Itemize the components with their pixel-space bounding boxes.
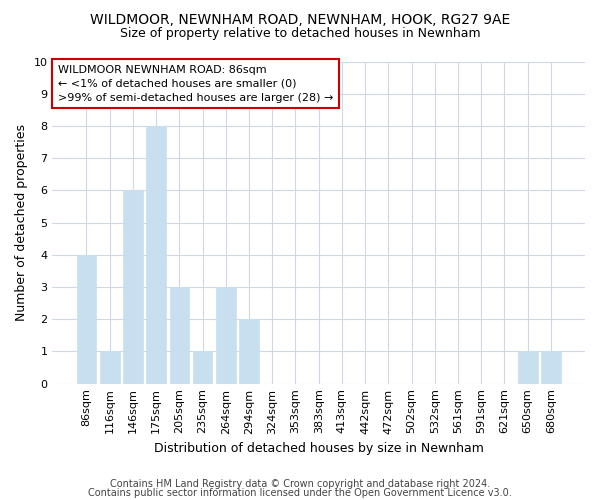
Text: WILDMOOR NEWNHAM ROAD: 86sqm
← <1% of detached houses are smaller (0)
>99% of se: WILDMOOR NEWNHAM ROAD: 86sqm ← <1% of de… (58, 64, 333, 102)
X-axis label: Distribution of detached houses by size in Newnham: Distribution of detached houses by size … (154, 442, 484, 455)
Bar (518, 352, 538, 384)
Text: Size of property relative to detached houses in Newnham: Size of property relative to detached ho… (119, 28, 481, 40)
Bar (100, 352, 119, 384)
Y-axis label: Number of detached properties: Number of detached properties (15, 124, 28, 321)
Bar (77, 255, 97, 384)
Bar (146, 126, 166, 384)
Text: WILDMOOR, NEWNHAM ROAD, NEWNHAM, HOOK, RG27 9AE: WILDMOOR, NEWNHAM ROAD, NEWNHAM, HOOK, R… (90, 12, 510, 26)
Bar (193, 352, 212, 384)
Text: Contains HM Land Registry data © Crown copyright and database right 2024.: Contains HM Land Registry data © Crown c… (110, 479, 490, 489)
Bar (216, 287, 236, 384)
Bar (123, 190, 143, 384)
Bar (170, 287, 189, 384)
Bar (239, 319, 259, 384)
Bar (541, 352, 561, 384)
Text: Contains public sector information licensed under the Open Government Licence v3: Contains public sector information licen… (88, 488, 512, 498)
